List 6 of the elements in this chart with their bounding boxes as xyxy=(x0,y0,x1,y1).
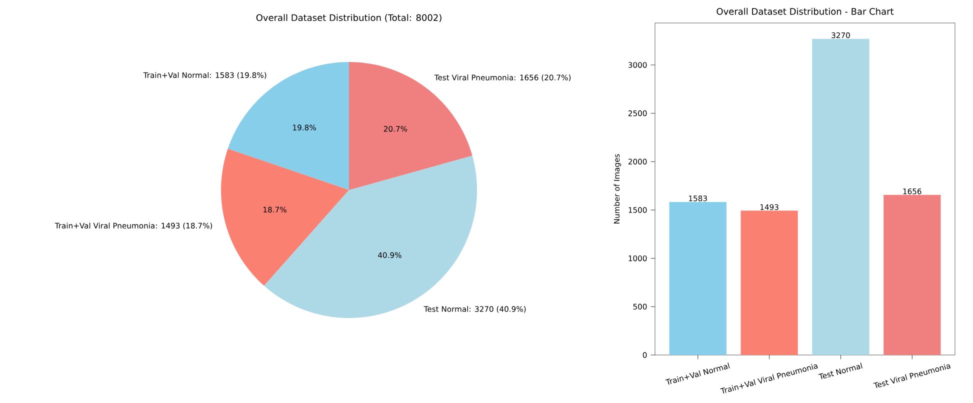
chart-title: Overall Dataset Distribution (Total: 8002) xyxy=(256,14,442,22)
bar xyxy=(884,194,941,355)
bar xyxy=(812,38,870,355)
bar xyxy=(669,202,726,355)
chart-title: Overall Dataset Distribution - Bar Chart xyxy=(716,8,894,15)
bar xyxy=(740,210,798,355)
